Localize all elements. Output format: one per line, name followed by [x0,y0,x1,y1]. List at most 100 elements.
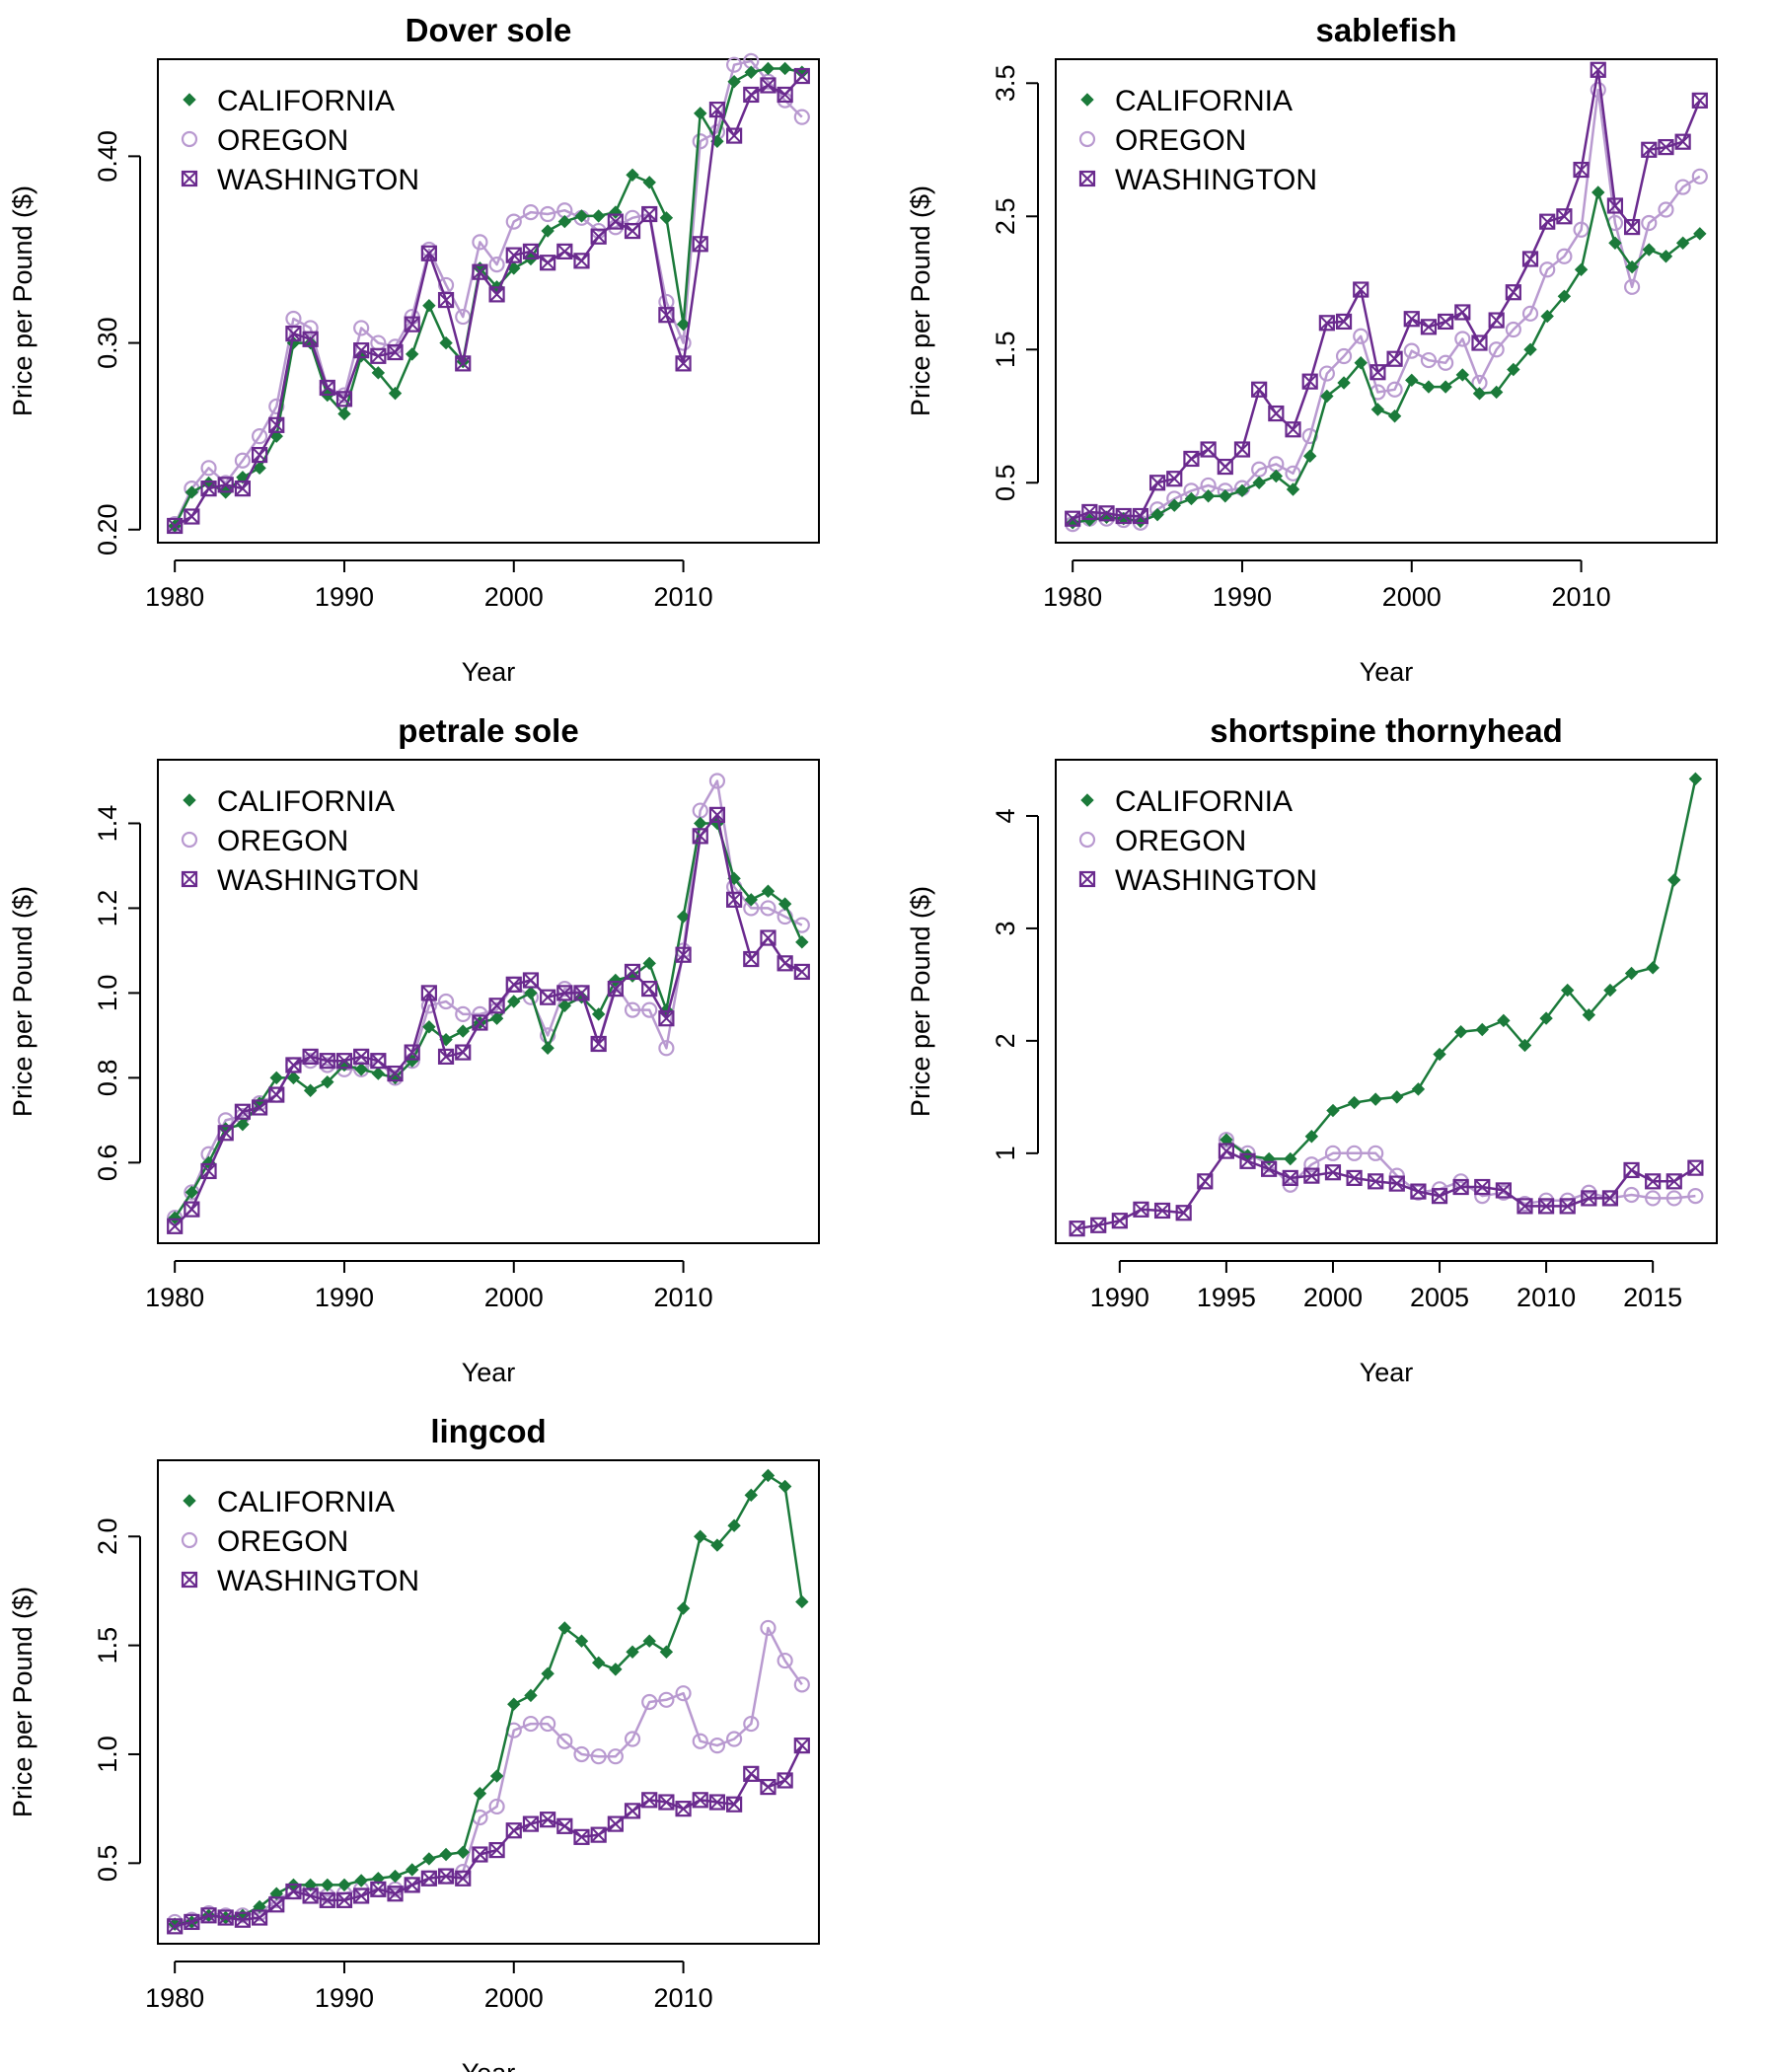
legend-item-washington: WASHINGTON [181,164,419,196]
data-point [1561,983,1575,998]
data-point [1438,354,1454,371]
y-tick-label: 1.4 [93,805,122,843]
x-axis: 1980 1990 2000 2010 [1043,559,1611,612]
data-point [439,335,453,350]
data-point [1324,1164,1342,1181]
data-point [472,1014,488,1031]
data-point [405,347,419,361]
data-point [607,213,624,230]
data-point [489,1011,504,1025]
data-point [1625,259,1639,274]
legend-item-oregon: OREGON [1078,124,1246,157]
data-point [1539,213,1556,230]
x-tick-label: 2010 [654,582,713,612]
data-point [1347,1095,1362,1110]
legend-marker [181,831,198,849]
data-point [488,1841,505,1859]
data-point [557,214,572,229]
legend: CALIFORNIA OREGON WASHINGTON [1078,785,1317,897]
y-tick-label: 1.5 [991,331,1020,368]
data-point [1688,772,1703,786]
data-point [641,205,658,223]
data-point [1387,409,1402,423]
x-axis-label: Year [462,1358,516,1387]
data-point [1369,364,1386,381]
data-point [761,61,776,76]
data-point [1539,261,1556,278]
data-point [488,1798,505,1815]
y-axis: 1 2 3 4 [991,808,1039,1160]
data-point [590,1826,607,1843]
data-point [1301,373,1318,390]
data-point [1687,1159,1704,1176]
legend-item-oregon: OREGON [181,1525,348,1558]
data-point [1219,489,1232,503]
data-point [590,1748,607,1765]
data-point [692,133,708,150]
data-point [371,1067,386,1080]
data-point [1590,61,1606,78]
chart-panel-lingcod: lingcod 1980 1990 2000 2010 Year 0.5 1.0 1.5 2.0 P… [8,1413,820,2072]
data-point [540,205,556,223]
data-point [744,1488,758,1503]
data-point [472,263,488,280]
data-point [1521,251,1539,267]
data-point [1624,218,1641,236]
data-point [285,1057,302,1073]
legend-label: WASHINGTON [217,1565,419,1597]
legend-item-washington: WASHINGTON [1078,164,1317,196]
data-point [505,1822,522,1839]
data-point [1488,341,1505,358]
data-point [1674,133,1691,150]
data-point [1573,161,1590,179]
data-point [455,1044,472,1061]
data-point [1111,1213,1128,1229]
legend-marker [1080,793,1094,807]
data-point [624,222,641,240]
data-point [1098,505,1115,522]
data-point [1370,403,1385,416]
data-point [217,1125,234,1142]
data-point [1115,507,1132,525]
data-point [522,972,540,989]
data-point [726,891,743,908]
data-point [1175,1205,1192,1221]
data-point [626,168,639,183]
data-point [556,243,573,259]
y-tick-label: 1.0 [93,975,122,1012]
data-point [422,1020,436,1034]
data-point [1251,381,1268,398]
data-point [641,1792,658,1809]
series-line [174,813,803,1227]
data-point [1439,380,1452,394]
data-point [234,481,251,497]
data-point [607,1748,624,1765]
data-point [641,981,658,998]
data-point [387,1886,404,1902]
y-axis: 0.6 0.8 1.0 1.2 1.4 [93,805,141,1181]
data-point [541,224,555,238]
y-tick-label: 2 [991,1033,1020,1048]
x-tick-label: 1995 [1197,1283,1256,1312]
data-point [1269,469,1284,483]
data-point [743,86,760,104]
data-point [234,1911,251,1928]
data-point [540,1812,556,1828]
data-point [761,884,776,898]
data-point [1200,441,1217,458]
data-point [185,1185,199,1200]
legend-marker [181,1531,198,1549]
data-point [1691,92,1708,109]
data-point [1591,185,1605,199]
data-point [1217,458,1233,476]
legend-marker [181,130,198,148]
data-point [1645,1173,1662,1190]
data-point [404,1044,420,1061]
series-washington [167,1738,810,1935]
data-point [1489,385,1504,400]
x-tick-label: 2015 [1623,1283,1682,1312]
data-point [708,101,726,118]
y-axis: 0.20 0.30 0.40 [93,130,141,555]
data-point [268,416,285,433]
data-point [708,806,726,823]
